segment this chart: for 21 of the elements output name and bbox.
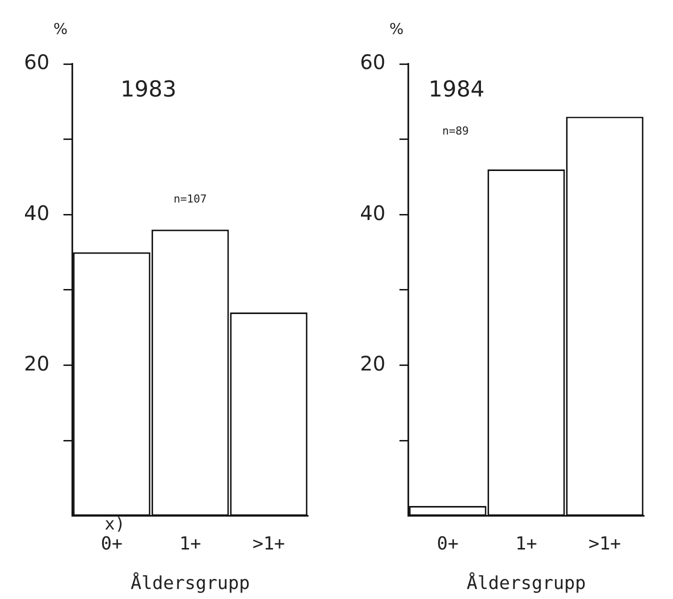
x-axis-title: Åldersgrupp	[130, 572, 250, 594]
y-tick-label: 60	[24, 50, 50, 74]
x-axis-title: Åldersgrupp	[466, 572, 586, 594]
x-tick-label: 0+	[100, 533, 123, 554]
x-tick-label: >1+	[588, 533, 622, 554]
x-tick-label: >1+	[252, 533, 286, 554]
annotation: n=107	[174, 192, 207, 206]
y-axis-title: %	[389, 20, 404, 38]
y-tick-label: 40	[24, 200, 50, 225]
y-tick-label: 20	[360, 351, 386, 376]
text: 1984	[428, 78, 484, 103]
y-tick-label: 40	[360, 200, 386, 225]
y-axis-title: %	[53, 20, 68, 38]
x-tick-label: 1+	[515, 533, 538, 554]
annotation: n=89	[442, 124, 469, 138]
y-tick-label: 60	[360, 50, 386, 74]
y-tick-label: 20	[24, 351, 50, 376]
annotation: x)	[104, 514, 126, 534]
text: 1983	[120, 78, 176, 103]
x-tick-label: 1+	[179, 533, 202, 554]
x-tick-label: 0+	[436, 533, 459, 554]
